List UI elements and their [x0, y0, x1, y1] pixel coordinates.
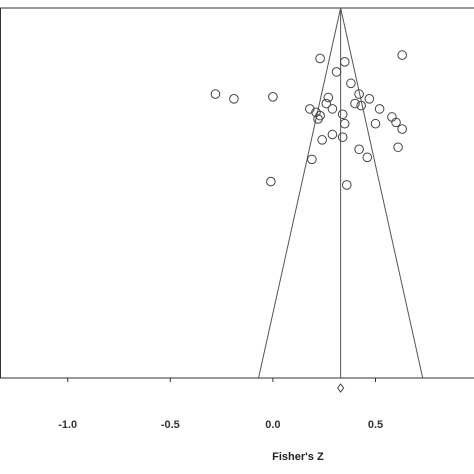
study-point-28 — [317, 135, 327, 145]
study-point-19 — [337, 109, 348, 120]
study-point-4 — [331, 67, 342, 77]
x-tick-label-4: 0.5 — [368, 419, 383, 431]
study-point-9 — [364, 94, 375, 104]
study-point-31 — [354, 144, 364, 155]
summary-diamond — [336, 383, 345, 393]
funnel-right-boundary — [340, 7, 424, 379]
x-axis-title: Fisher's Z — [272, 451, 324, 463]
study-point-30 — [393, 142, 403, 153]
study-point-11 — [268, 92, 278, 102]
study-point-7 — [210, 89, 221, 99]
study-point-10 — [229, 94, 239, 104]
study-point-13 — [350, 98, 360, 109]
x-tick-label-2: -0.5 — [161, 419, 180, 431]
study-point-14 — [356, 100, 366, 111]
study-point-27 — [327, 129, 338, 140]
study-point-23 — [339, 118, 350, 129]
study-point-17 — [327, 104, 338, 114]
study-point-6 — [354, 89, 364, 99]
study-point-12 — [321, 98, 332, 109]
study-point-16 — [305, 104, 315, 114]
study-point-3 — [339, 57, 350, 67]
x-tick-label-3: 0.0 — [265, 419, 280, 431]
study-point-33 — [362, 152, 373, 163]
study-point-25 — [397, 124, 407, 134]
study-point-29 — [337, 132, 348, 142]
ticks-layer: -1.0-0.50.00.51 — [58, 378, 383, 431]
study-point-1 — [315, 53, 325, 64]
study-point-34 — [266, 176, 276, 187]
study-point-32 — [307, 154, 317, 165]
study-point-2 — [397, 50, 407, 60]
x-tick-label-1: -1.0 — [58, 419, 77, 431]
funnel-layer — [258, 7, 424, 393]
study-point-8 — [323, 92, 334, 103]
study-point-22 — [313, 114, 323, 124]
study-point-15 — [374, 104, 385, 114]
study-point-35 — [341, 180, 352, 190]
funnel-left-boundary — [258, 7, 342, 379]
study-point-5 — [346, 78, 356, 89]
study-point-26 — [391, 117, 401, 128]
axes-layer — [0, 7, 474, 379]
points-layer — [210, 50, 407, 190]
study-point-24 — [370, 118, 381, 129]
